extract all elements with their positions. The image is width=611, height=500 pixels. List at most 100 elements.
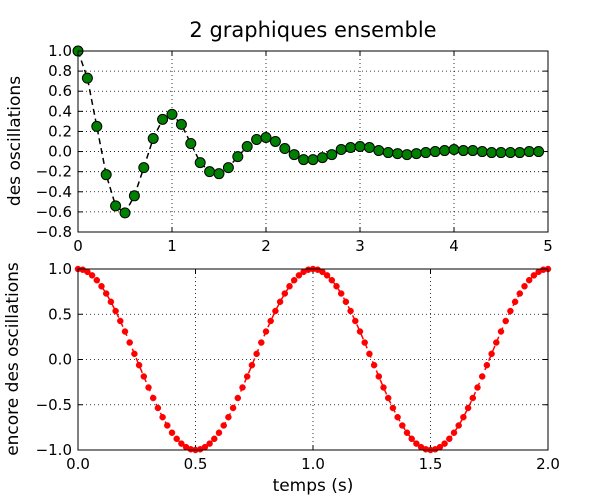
data-point [429, 146, 441, 158]
data-point [248, 361, 256, 369]
data-point [145, 384, 152, 391]
data-point [457, 145, 469, 157]
data-point [375, 373, 383, 380]
data-point [131, 350, 138, 358]
data-point [258, 339, 265, 346]
y-tick-label: 1.0 [48, 260, 72, 278]
y-tick-label: 0.8 [48, 62, 72, 80]
y-axis-label: encore des oscillations [3, 262, 23, 456]
x-tick-label: 0.5 [184, 455, 208, 473]
y-tick-label: −0.8 [36, 223, 72, 241]
y-tick-label: 0.5 [48, 305, 72, 323]
data-point [206, 440, 213, 447]
data-point [486, 147, 498, 159]
data-point [370, 361, 378, 369]
data-point [232, 151, 244, 163]
data-point [298, 154, 310, 166]
data-point [441, 440, 448, 447]
series-line [77, 268, 549, 451]
data-point [117, 317, 124, 325]
data-point [211, 435, 218, 443]
data-point [337, 290, 345, 297]
data-point [110, 200, 122, 212]
data-point [382, 147, 394, 159]
data-point [450, 429, 458, 436]
data-point [140, 373, 148, 380]
top-plot: 0 1 2 3 4 5 1.0 0.8 0.6 0.4 0.2 0.0 −0.2 −0.4 −0.6 −0.8… [5, 42, 553, 255]
y-tick-label: −0.5 [36, 396, 72, 414]
data-point [288, 149, 300, 161]
y-tick-label: −0.4 [36, 183, 72, 201]
data-point [469, 394, 477, 402]
data-point [222, 162, 234, 174]
y-tick-label: −1.0 [36, 441, 72, 459]
y-tick-label: 0.4 [48, 102, 72, 120]
data-point [333, 283, 340, 290]
x-tick-label: 1.5 [419, 455, 443, 473]
data-point [488, 350, 495, 358]
data-point [363, 142, 375, 154]
data-point [342, 298, 350, 306]
data-point [175, 118, 187, 130]
data-point [467, 145, 479, 157]
data-point [147, 132, 159, 144]
data-point [276, 298, 284, 306]
data-point [149, 394, 157, 402]
data-point [384, 394, 392, 402]
y-tick-label: 0.2 [48, 122, 72, 140]
data-point [138, 162, 150, 174]
data-point [483, 361, 491, 369]
data-point [220, 422, 227, 429]
data-point [392, 148, 404, 160]
data-point [185, 138, 197, 150]
data-point [464, 404, 472, 412]
data-point [516, 290, 524, 297]
x-tick-label: 4 [449, 237, 459, 255]
y-tick-label: 0.6 [48, 82, 72, 100]
y-tick-label: −0.6 [36, 203, 72, 221]
data-point [204, 166, 216, 178]
data-point [514, 147, 526, 159]
bottom-plot: 0.0 0.5 1.0 1.5 2.0 1.0 0.5 0.0 −0.5 −1.0 encore d… [3, 260, 560, 496]
data-point [135, 361, 143, 369]
x-axis-label: temps (s) [273, 476, 354, 496]
data-point [272, 307, 279, 315]
data-point [229, 404, 237, 412]
data-point [394, 413, 401, 421]
data-point [403, 429, 411, 436]
x-tick-label: 1.0 [301, 455, 325, 473]
data-point [504, 147, 516, 159]
data-point [253, 350, 260, 358]
data-point [88, 272, 96, 279]
data-point [81, 72, 93, 84]
data-point [93, 276, 101, 284]
y-tick-label: −0.2 [36, 163, 72, 181]
data-point [213, 168, 225, 180]
data-point [157, 113, 169, 125]
data-point [511, 298, 519, 306]
data-point [164, 422, 171, 429]
data-point [446, 435, 453, 443]
data-point [525, 276, 533, 284]
data-point [413, 440, 420, 447]
data-point [121, 328, 129, 335]
data-point [168, 429, 176, 436]
figure-title: 2 graphiques ensemble [189, 18, 436, 42]
data-point [521, 283, 528, 290]
x-tick-label: 3 [355, 237, 365, 255]
data-point [389, 404, 397, 412]
data-point [533, 146, 545, 158]
data-point [126, 339, 133, 346]
series-line [77, 50, 539, 215]
data-point [347, 307, 354, 315]
data-point [295, 272, 303, 279]
data-point [373, 145, 385, 157]
data-point [361, 339, 368, 346]
data-point [215, 429, 223, 436]
data-point [98, 283, 105, 290]
data-point [523, 146, 535, 158]
data-point [497, 328, 505, 335]
data-point [420, 147, 432, 159]
data-point [112, 307, 119, 315]
